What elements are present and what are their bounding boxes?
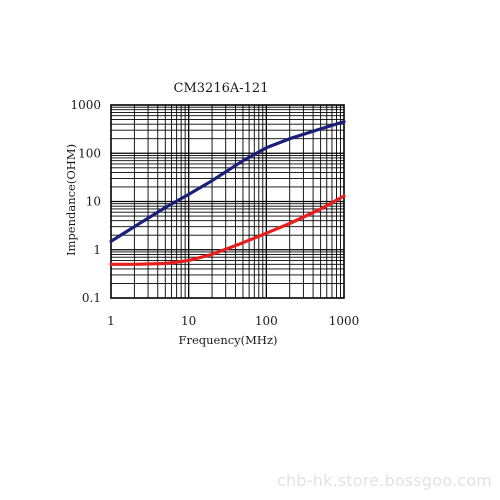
x-tick-label: 1000 — [329, 314, 360, 328]
plot-frame — [110, 104, 345, 299]
series-layer — [109, 120, 346, 266]
series-line-1 — [109, 120, 346, 243]
chart-title: CM3216A-121 — [174, 81, 269, 96]
x-tick-label: 100 — [255, 314, 278, 328]
y-tick-label: 100 — [78, 146, 101, 160]
series-line-2 — [109, 194, 346, 266]
y-tick-label: 10 — [86, 195, 101, 209]
x-axis-label: Frequency(MHz) — [178, 333, 277, 347]
x-tick-labels: 1 10 100 1000 — [107, 314, 359, 328]
watermark-text: chb-hk.store.bossgoo.com — [276, 471, 492, 490]
y-tick-label: 1 — [93, 243, 101, 257]
x-tick-label: 10 — [181, 314, 196, 328]
y-tick-label: 0.1 — [82, 291, 101, 305]
y-tick-labels: 1000 100 10 1 0.1 — [70, 98, 101, 305]
x-tick-label: 1 — [107, 314, 115, 328]
y-tick-label: 1000 — [70, 98, 101, 112]
y-axis-label: Impendance(OHM) — [64, 144, 78, 256]
